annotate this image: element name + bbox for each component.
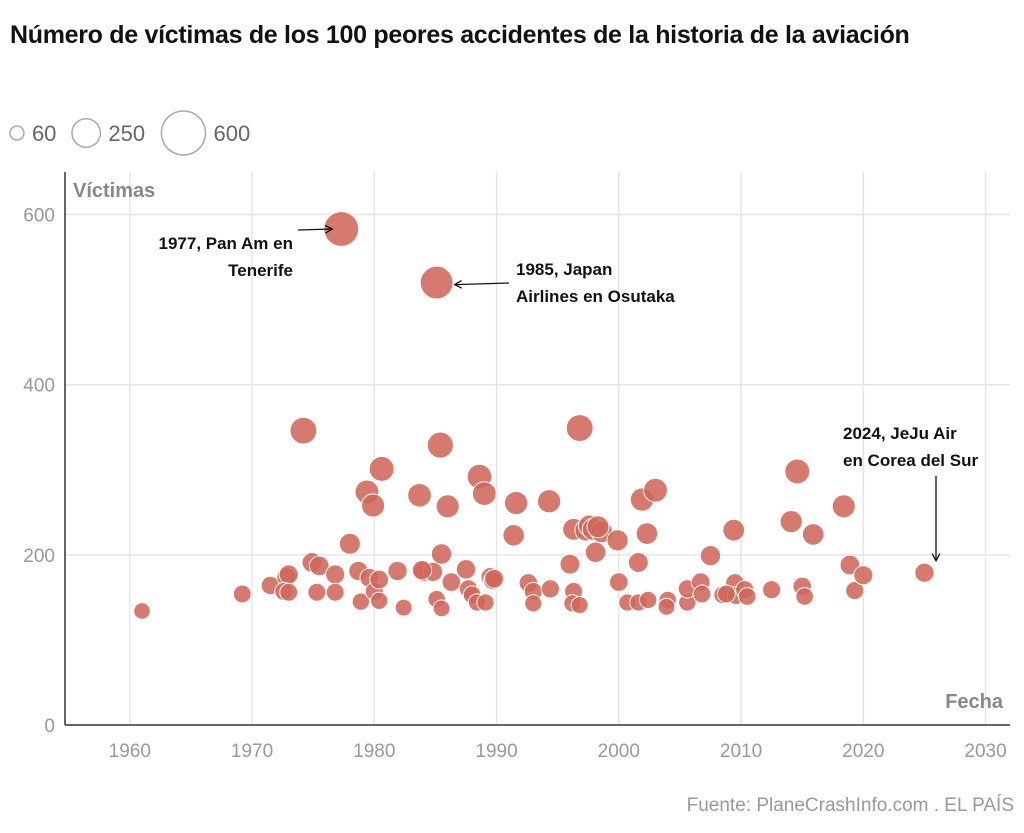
- bubble: [361, 493, 386, 518]
- arrow-head: [453, 279, 463, 289]
- grid: [65, 172, 1010, 725]
- annotation-label: 1977, Pan Am en: [159, 234, 294, 253]
- bubble: [722, 518, 746, 542]
- bubble: [801, 523, 825, 546]
- bubble: [586, 515, 610, 539]
- bubble: [853, 565, 874, 586]
- bubble: [784, 458, 811, 485]
- x-tick-label: 1990: [475, 741, 517, 762]
- bubble: [430, 543, 453, 565]
- legend-circle: [9, 125, 25, 141]
- x-tick-label: 2010: [720, 741, 762, 762]
- bubble: [471, 481, 497, 506]
- bubble: [657, 597, 676, 616]
- bubble: [435, 494, 460, 519]
- bubble: [338, 532, 361, 555]
- x-tick-label: 2030: [964, 741, 1006, 762]
- y-tick-label: 400: [23, 376, 55, 397]
- bubble: [455, 559, 477, 580]
- bubble: [426, 431, 454, 459]
- bubble: [914, 562, 935, 583]
- arrow-head: [324, 224, 334, 234]
- bubble: [411, 559, 433, 581]
- bubble: [441, 572, 462, 592]
- bubble: [692, 584, 712, 604]
- bubble: [432, 599, 451, 618]
- bubble: [627, 552, 649, 573]
- bubble: [419, 265, 454, 300]
- annotations: 1977, Pan Am en Tenerife 1985, Japan Airlin…: [159, 224, 978, 563]
- bubble: [716, 584, 736, 604]
- legend-circle: [160, 110, 207, 156]
- source-note: Fuente: PlaneCrashInfo.com . EL PAÍS: [686, 795, 1014, 816]
- bubble: [606, 529, 629, 552]
- annotation-label: en Corea del Sur: [843, 451, 978, 470]
- bubble: [845, 581, 865, 601]
- annotation-label: 2024, JeJu Air: [843, 424, 957, 443]
- legend-label: 60: [32, 121, 56, 146]
- y-tick-label: 200: [23, 546, 55, 567]
- bubble: [762, 580, 782, 600]
- bubble: [484, 568, 505, 589]
- bubble: [387, 560, 408, 582]
- y-axis-label: Víctimas: [73, 180, 155, 202]
- size-legend: 60 250 600: [9, 110, 250, 156]
- bubble: [278, 564, 299, 585]
- annotation-arrow: [454, 282, 510, 286]
- bubble: [289, 416, 318, 445]
- bubble: [368, 455, 395, 482]
- arrow-head: [931, 553, 941, 563]
- bubble: [279, 582, 299, 602]
- legend-label: 600: [213, 121, 250, 146]
- bubble: [699, 545, 722, 567]
- annotation-label: 1985, Japan: [516, 260, 612, 279]
- bubble: [584, 541, 607, 564]
- bubble: [565, 414, 594, 443]
- bubble: [394, 598, 413, 617]
- annotation-arrow: [297, 228, 333, 231]
- bubble: [643, 477, 668, 503]
- bubble: [407, 482, 432, 508]
- bubble: [831, 494, 856, 519]
- bubble: [635, 522, 659, 545]
- x-tick-label: 2020: [842, 741, 884, 762]
- bubble: [779, 510, 803, 534]
- legend-label: 250: [108, 121, 145, 146]
- bubble: [502, 524, 525, 547]
- bubble: [536, 489, 562, 514]
- y-tick-label: 600: [23, 206, 55, 227]
- bubble: [476, 593, 495, 612]
- bubble: [540, 579, 560, 599]
- annotation-label: Airlines en Osutaka: [516, 287, 675, 306]
- x-axis-label: Fecha: [945, 691, 1004, 713]
- axes: 1960 1970 1980 1990 2000 2010 2020 2030 0 200 400 6…: [23, 172, 1010, 762]
- bubble: [638, 590, 658, 610]
- chart-title: Número de víctimas de los 100 peores acc…: [10, 21, 910, 49]
- bubble: [308, 555, 330, 577]
- x-tick-label: 2000: [598, 741, 640, 762]
- x-tick-label: 1980: [353, 741, 395, 762]
- bubble: [608, 572, 629, 592]
- bubble: [559, 553, 581, 575]
- x-tick-label: 1960: [109, 741, 151, 762]
- y-tick-label: 0: [44, 716, 55, 737]
- bubble: [133, 602, 151, 620]
- bubble: [795, 587, 814, 606]
- bubble: [325, 582, 345, 602]
- bubble: [369, 591, 389, 610]
- bubble: [524, 594, 543, 613]
- bubble: [737, 587, 757, 606]
- bubble: [369, 569, 390, 590]
- bubble: [503, 490, 529, 516]
- bubble: [570, 595, 589, 615]
- bubble: [307, 582, 327, 602]
- bubbles: [133, 211, 935, 620]
- bubble: [325, 564, 346, 585]
- legend-circle: [71, 118, 102, 148]
- annotation-label: Tenerife: [228, 261, 293, 280]
- bubble: [351, 592, 371, 611]
- bubble: [232, 584, 252, 604]
- x-tick-label: 1970: [231, 741, 273, 762]
